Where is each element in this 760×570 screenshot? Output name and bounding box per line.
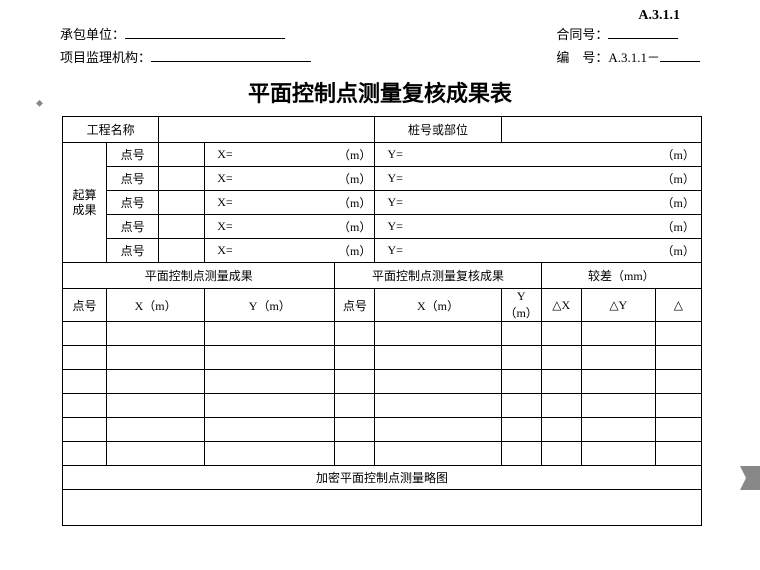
serial-no-label: 编 号： [556, 47, 608, 66]
pile-value [501, 117, 701, 143]
x-unit: （m） [335, 215, 375, 239]
main-table: 工程名称 桩号或部位 起算 成果 点号 X= （m） Y= （m） 点号 X= … [62, 116, 702, 526]
x-val [245, 167, 335, 191]
contract-no-label: 合同号： [556, 24, 608, 43]
col-d: △ [655, 289, 701, 322]
project-name-value [159, 117, 375, 143]
y-eq: Y= [375, 215, 415, 239]
y-unit: （m） [655, 215, 701, 239]
serial-no-value: A.3.1.1－ [608, 47, 660, 66]
y-val [415, 239, 655, 263]
col-ym: Y（m） [205, 289, 335, 322]
x-eq: X= [205, 239, 245, 263]
x-val [245, 143, 335, 167]
col-ym2: Y（m） [501, 289, 541, 322]
calc-point-label: 点号 [107, 239, 159, 263]
col-xm2: X（m） [375, 289, 501, 322]
x-unit: （m） [335, 167, 375, 191]
y-eq: Y= [375, 167, 415, 191]
x-eq: X= [205, 167, 245, 191]
section-recheck: 平面控制点测量复核成果 [335, 263, 541, 289]
supervisor-line: 项目监理机构： [60, 47, 311, 66]
page-title: 平面控制点测量复核成果表 [60, 76, 700, 108]
y-val [415, 143, 655, 167]
x-unit: （m） [335, 191, 375, 215]
y-unit: （m） [655, 239, 701, 263]
contractor-label: 承包单位： [60, 24, 125, 43]
calc-point-val [159, 191, 205, 215]
anchor-marker: ⬥ [36, 98, 43, 109]
calc-point-label: 点号 [107, 215, 159, 239]
x-unit: （m） [335, 239, 375, 263]
y-eq: Y= [375, 191, 415, 215]
footer-label: 加密平面控制点测量略图 [63, 466, 702, 490]
project-name-label: 工程名称 [63, 117, 159, 143]
y-unit: （m） [655, 143, 701, 167]
calc-point-label: 点号 [107, 191, 159, 215]
y-unit: （m） [655, 167, 701, 191]
contractor-blank [125, 25, 285, 39]
section-measure: 平面控制点测量成果 [63, 263, 335, 289]
col-xm: X（m） [107, 289, 205, 322]
calc-result-label: 起算 成果 [63, 143, 107, 263]
pile-label: 桩号或部位 [375, 117, 501, 143]
col-point: 点号 [63, 289, 107, 322]
col-dx: △X [541, 289, 581, 322]
x-val [245, 215, 335, 239]
calc-point-val [159, 143, 205, 167]
contractor-line: 承包单位： [60, 24, 311, 43]
y-eq: Y= [375, 239, 415, 263]
calc-point-label: 点号 [107, 143, 159, 167]
y-eq: Y= [375, 143, 415, 167]
serial-no-line: 编 号： A.3.1.1－ [556, 47, 700, 66]
footer-area [63, 490, 702, 526]
supervisor-blank [151, 48, 311, 62]
calc-point-val [159, 167, 205, 191]
section-diff: 较差（mm） [541, 263, 701, 289]
contract-no-blank [608, 25, 678, 39]
document-number: A.3.1.1 [638, 8, 680, 24]
x-unit: （m） [335, 143, 375, 167]
y-val [415, 191, 655, 215]
header-lines: 承包单位： 项目监理机构： 合同号： 编 号： A.3.1.1－ [60, 24, 700, 66]
calc-point-label: 点号 [107, 167, 159, 191]
y-val [415, 167, 655, 191]
x-eq: X= [205, 215, 245, 239]
x-val [245, 239, 335, 263]
supervisor-label: 项目监理机构： [60, 47, 151, 66]
y-val [415, 215, 655, 239]
x-eq: X= [205, 143, 245, 167]
page-flip-icon [740, 466, 760, 490]
contract-no-line: 合同号： [556, 24, 700, 43]
calc-point-val [159, 215, 205, 239]
x-eq: X= [205, 191, 245, 215]
y-unit: （m） [655, 191, 701, 215]
x-val [245, 191, 335, 215]
serial-no-blank [660, 48, 700, 62]
col-point2: 点号 [335, 289, 375, 322]
calc-point-val [159, 239, 205, 263]
col-dy: △Y [581, 289, 655, 322]
